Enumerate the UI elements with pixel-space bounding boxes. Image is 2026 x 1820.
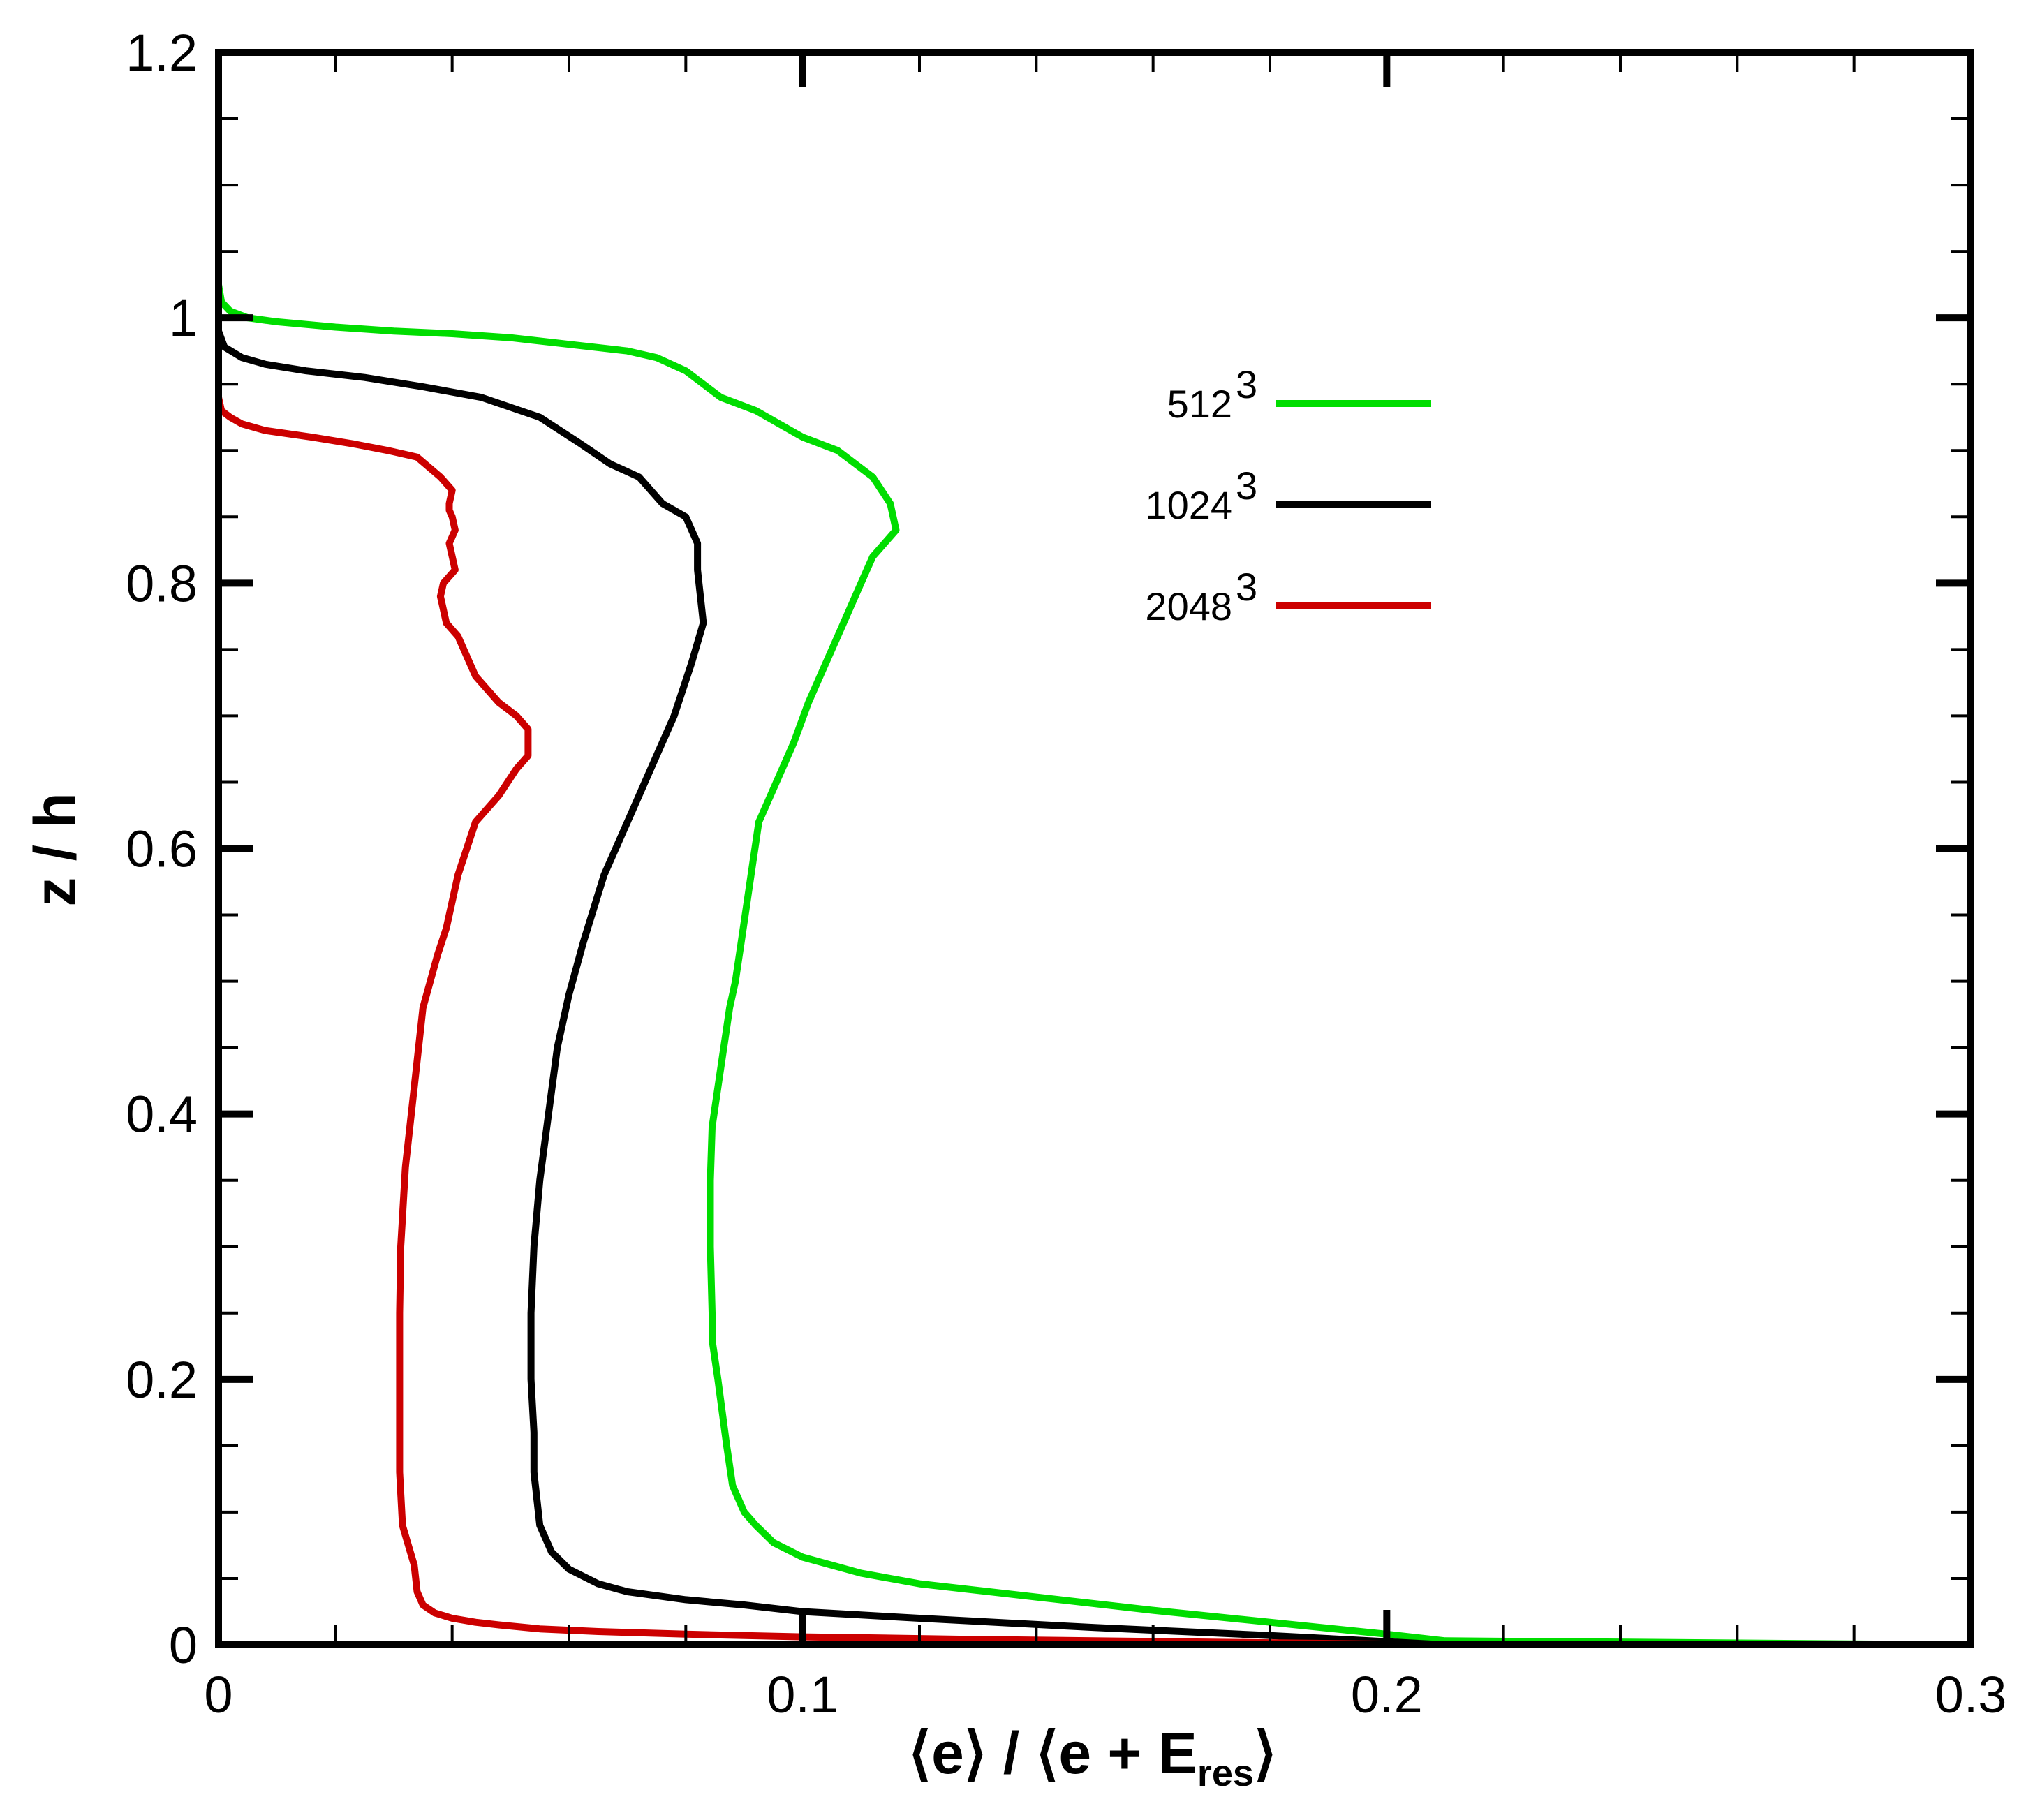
- legend-label-1024: 1024: [1145, 483, 1232, 527]
- x-axis-title-subscript: res: [1197, 1752, 1254, 1794]
- x-tick-label: 0: [204, 1666, 232, 1724]
- y-tick-label: 0: [169, 1616, 198, 1674]
- y-tick-label: 0.8: [126, 554, 198, 612]
- series-lines: [215, 281, 1974, 1648]
- x-tick-label: 0.1: [767, 1666, 838, 1724]
- legend-label-superscript: 3: [1236, 565, 1257, 609]
- legend-label-superscript: 3: [1236, 464, 1257, 508]
- y-tick-label: 0.4: [126, 1086, 198, 1144]
- y-tick-label: 0.2: [126, 1351, 198, 1409]
- y-tick-label: 0.6: [126, 820, 198, 878]
- x-tick-label: 0.3: [1935, 1666, 2007, 1724]
- x-axis-title-close: ⟩: [1254, 1720, 1277, 1786]
- x-axis-title: ⟨e⟩ / ⟨e + Eres⟩: [908, 1720, 1276, 1794]
- series-line-2048: [215, 394, 1449, 1648]
- legend-label-2048: 2048: [1145, 584, 1232, 628]
- x-tick-label: 0.2: [1351, 1666, 1423, 1724]
- series-line-512: [215, 281, 1974, 1648]
- legend-label-512: 512: [1167, 382, 1232, 426]
- y-axis-title: z / h: [22, 792, 88, 906]
- y-tick-label: 1: [169, 289, 198, 347]
- tick-labels: 0 0.2 0.4 0.6 0.8 1 1.2 0 0.1 0.2 0.3: [126, 24, 2006, 1724]
- plot-frame: [215, 49, 1974, 1648]
- series-line-1024: [215, 327, 1449, 1648]
- x-axis-title-main: ⟨e⟩ / ⟨e + E: [908, 1720, 1197, 1786]
- axis-ticks: [215, 49, 1974, 1648]
- legend-label-superscript: 3: [1236, 362, 1257, 406]
- y-tick-label: 1.2: [126, 24, 198, 82]
